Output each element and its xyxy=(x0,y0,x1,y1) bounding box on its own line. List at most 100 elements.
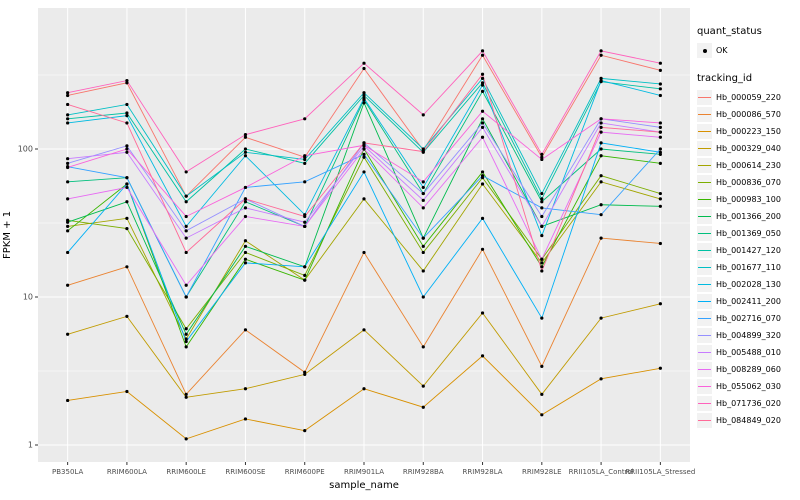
series-color-line-icon xyxy=(698,284,711,285)
x-tick-label: RRIM928LA xyxy=(463,468,503,476)
data-point xyxy=(184,236,188,240)
data-point xyxy=(243,133,248,137)
data-point xyxy=(480,76,485,80)
data-point xyxy=(66,220,70,224)
legend-key xyxy=(697,413,712,428)
data-point xyxy=(243,150,248,154)
data-point xyxy=(540,214,544,219)
legend-item-Hb_000086_570: Hb_000086_570 xyxy=(697,106,799,123)
x-tick-label: RRII105LA_Stressed xyxy=(625,468,695,476)
data-point xyxy=(125,389,129,394)
data-point xyxy=(540,364,544,368)
data-point xyxy=(658,125,662,129)
legend-item-label: Hb_071736_020 xyxy=(716,399,781,408)
data-point xyxy=(480,83,485,87)
data-point xyxy=(480,354,485,358)
data-point xyxy=(421,295,425,299)
data-point xyxy=(362,147,366,151)
y-tick-label: 10 xyxy=(23,293,33,302)
series-color-line-icon xyxy=(698,250,711,251)
y-tick-label: 100 xyxy=(18,145,33,154)
data-point xyxy=(480,53,485,57)
data-point xyxy=(480,170,485,174)
legend-item-label: Hb_000983_100 xyxy=(716,195,781,204)
data-point xyxy=(125,185,129,190)
data-point xyxy=(658,191,662,196)
data-point xyxy=(125,111,129,115)
legend-key xyxy=(697,90,712,105)
series-color-line-icon xyxy=(698,420,711,421)
legend-key xyxy=(697,396,712,411)
legend-item-Hb_001366_200: Hb_001366_200 xyxy=(697,208,799,225)
legend-item-label: Hb_055062_030 xyxy=(716,382,781,391)
data-point xyxy=(480,121,485,125)
data-point xyxy=(303,429,307,433)
data-point xyxy=(184,170,188,174)
data-point xyxy=(184,339,188,344)
legend-item-label: Hb_000836_070 xyxy=(716,178,781,187)
data-point xyxy=(66,180,70,184)
data-point xyxy=(421,185,425,190)
x-tick-label: RRIM600SE xyxy=(225,468,265,476)
data-point xyxy=(599,130,603,134)
data-point xyxy=(480,247,485,251)
legend-item-Hb_084849_020: Hb_084849_020 xyxy=(697,412,799,429)
data-point xyxy=(303,265,307,269)
data-point xyxy=(184,194,188,198)
data-point xyxy=(362,61,366,65)
legend-item-label: Hb_008289_060 xyxy=(716,365,781,374)
data-point xyxy=(599,316,603,320)
data-point xyxy=(421,384,425,388)
data-point xyxy=(658,241,662,246)
x-tick-label: RRIM600LE xyxy=(166,468,206,476)
legend-key xyxy=(697,141,712,156)
data-point xyxy=(362,155,366,159)
data-point xyxy=(362,143,366,147)
data-point xyxy=(540,155,544,159)
data-point xyxy=(540,200,544,204)
legend-item-Hb_000329_040: Hb_000329_040 xyxy=(697,140,799,157)
data-point xyxy=(480,174,485,178)
data-point xyxy=(243,197,248,201)
data-point xyxy=(540,316,544,320)
series-color-line-icon xyxy=(698,216,711,217)
data-point xyxy=(243,328,248,332)
legend-item-label: Hb_001677_110 xyxy=(716,263,781,272)
data-point xyxy=(599,174,603,178)
x-tick-label: PB350LA xyxy=(52,468,83,476)
data-point xyxy=(362,101,366,105)
legend-item-Hb_004899_320: Hb_004899_320 xyxy=(697,327,799,344)
data-point xyxy=(599,154,603,158)
legend-key xyxy=(697,158,712,173)
data-point xyxy=(184,283,188,287)
legend-key xyxy=(697,124,712,139)
data-point xyxy=(66,102,70,107)
chart-svg: 1 10 100 PB350LA RRIM600LA RRIM600LE RRIM600SE… xyxy=(18,8,695,476)
legend-item-Hb_000983_100: Hb_000983_100 xyxy=(697,191,799,208)
legend-item-Hb_001677_110: Hb_001677_110 xyxy=(697,259,799,276)
data-point xyxy=(184,214,188,219)
data-point xyxy=(540,413,544,417)
data-point xyxy=(66,121,70,125)
data-point xyxy=(303,278,307,282)
data-point xyxy=(362,141,366,145)
legend-key xyxy=(697,243,712,258)
data-point xyxy=(658,366,662,370)
data-point xyxy=(125,81,129,85)
legend-key xyxy=(697,311,712,326)
data-point xyxy=(480,72,485,76)
series-color-line-icon xyxy=(698,182,711,183)
data-point xyxy=(125,102,129,107)
data-point xyxy=(66,283,70,287)
legend-key xyxy=(697,328,712,343)
y-tick-label: 1 xyxy=(28,441,33,450)
data-point xyxy=(66,113,70,117)
data-point xyxy=(599,125,603,129)
data-point xyxy=(480,311,485,315)
data-point xyxy=(540,392,544,396)
legend-key xyxy=(697,43,712,58)
data-point xyxy=(480,216,485,220)
data-point xyxy=(540,233,544,238)
data-point xyxy=(540,152,544,156)
legend-key xyxy=(697,362,712,377)
